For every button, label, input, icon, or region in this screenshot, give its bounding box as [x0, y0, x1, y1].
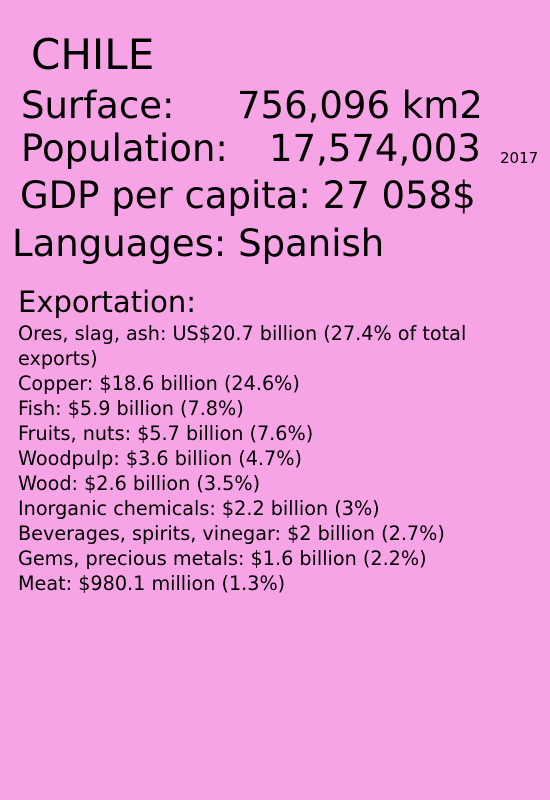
export-item: Gems, precious metals: $1.6 billion (2.2…	[18, 546, 528, 571]
gdp-per-capita: GDP per capita: 27 058$	[20, 174, 476, 218]
surface-value: 756,096 km2	[237, 84, 483, 128]
exportation-heading: Exportation:	[18, 285, 196, 320]
population-row: Population: 17,574,003	[21, 127, 228, 171]
export-item: Wood: $2.6 billion (3.5%)	[18, 471, 528, 496]
export-item: Inorganic chemicals: $2.2 billion (3%)	[18, 496, 528, 521]
surface-row: Surface: 756,096 km2	[21, 84, 174, 128]
export-item: Meat: $980.1 million (1.3%)	[18, 571, 528, 596]
export-item: Beverages, spirits, vinegar: $2 billion …	[18, 521, 528, 546]
country-title: CHILE	[31, 30, 154, 80]
export-item: Woodpulp: $3.6 billion (4.7%)	[18, 446, 528, 471]
surface-label: Surface:	[21, 84, 174, 127]
export-item: Fruits, nuts: $5.7 billion (7.6%)	[18, 421, 528, 446]
population-year: 2017	[500, 149, 538, 167]
export-item: Ores, slag, ash: US$20.7 billion (27.4% …	[18, 321, 528, 371]
export-item: Copper: $18.6 billion (24.6%)	[18, 371, 528, 396]
languages: Languages: Spanish	[12, 222, 384, 266]
population-value: 17,574,003	[269, 127, 481, 171]
population-label: Population:	[21, 127, 228, 170]
exportation-list: Ores, slag, ash: US$20.7 billion (27.4% …	[18, 321, 528, 596]
export-item: Fish: $5.9 billion (7.8%)	[18, 396, 528, 421]
